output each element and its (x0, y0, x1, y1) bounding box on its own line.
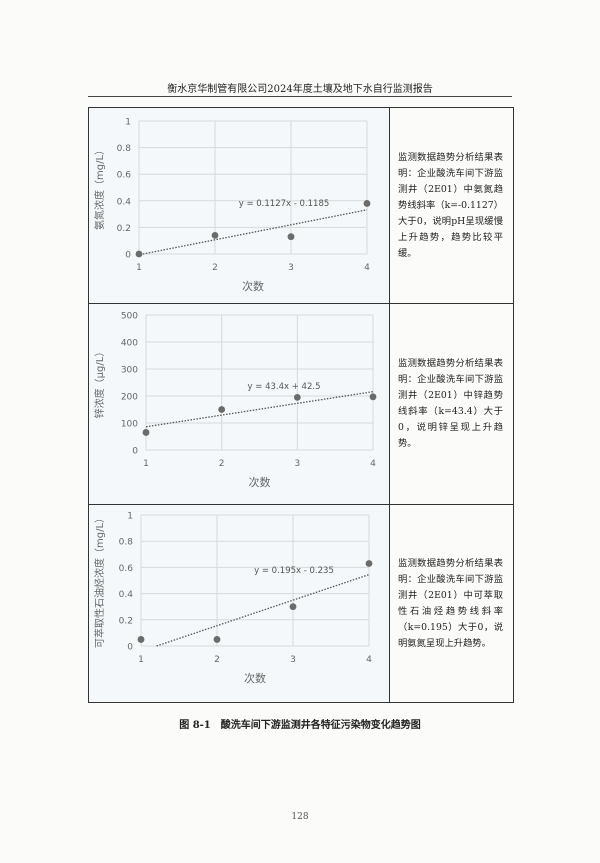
trendline-equation: y = 0.195x - 0.235 (254, 566, 334, 576)
x-axis-label: 次数 (244, 671, 266, 685)
y-tick-label: 0 (125, 251, 131, 261)
x-tick-label: 1 (136, 263, 142, 273)
x-tick-label: 3 (290, 655, 296, 665)
x-tick-label: 1 (143, 459, 149, 469)
header-divider (88, 96, 512, 97)
y-tick-label: 0.6 (119, 564, 134, 574)
y-tick-label: 1 (127, 512, 133, 522)
x-tick-label: 4 (370, 459, 376, 469)
trendline (156, 573, 370, 647)
analysis-text: 监测数据趋势分析结果表明：企业酸洗车间下游监测井（2E01）中锌趋势线斜率（k=… (398, 358, 503, 449)
trend-table: 0 0.2 0.4 0.6 0.8 1 1 2 3 4 y = 0.1127x - 0.1185 次数… (88, 107, 514, 703)
trendline-equation: y = 0.1127x - 0.1185 (239, 199, 330, 209)
ammonia-trend-chart: 0 0.2 0.4 0.6 0.8 1 1 2 3 4 y = 0.1127x - 0.1185 次数… (93, 118, 371, 293)
y-tick-label: 400 (121, 339, 138, 349)
analysis-text: 监测数据趋势分析结果表明：企业酸洗车间下游监测井（2E01）中可萃取性石油烃趋势… (398, 557, 503, 649)
x-tick-label: 4 (366, 655, 372, 665)
data-point (365, 560, 373, 567)
x-tick-label: 2 (214, 655, 220, 665)
table-row: 0 0.2 0.4 0.6 0.8 1 1 2 3 4 y = 0.195x - 0.235 次数 可萃… (89, 505, 513, 702)
trendline (142, 209, 368, 255)
data-point (211, 231, 219, 239)
y-axis-label: 氨氮浓度（mg/L） (93, 145, 106, 230)
x-tick-label: 4 (364, 263, 370, 273)
data-point (218, 406, 226, 413)
page-header: 衡水京华制管有限公司2024年度土壤及地下水自行监测报告 (167, 84, 433, 95)
y-tick-label: 500 (121, 312, 138, 322)
analysis-cell: 监测数据趋势分析结果表明：企业酸洗车间下游监测井（2E01）中氨氮趋势线斜率（k… (390, 108, 513, 303)
y-tick-label: 0.2 (117, 224, 131, 234)
chart-cell: 0 0.2 0.4 0.6 0.8 1 1 2 3 4 y = 0.1127x - 0.1185 次数… (89, 108, 390, 303)
y-tick-label: 0.8 (119, 538, 134, 548)
chart-cell: 0 100 200 300 400 500 1 2 3 4 y = 43.4x + 42.5 次数 锌浓… (89, 304, 390, 504)
chart-cell: 0 0.2 0.4 0.6 0.8 1 1 2 3 4 y = 0.195x - 0.235 次数 可萃… (89, 505, 390, 702)
x-axis-label: 次数 (249, 475, 271, 489)
y-tick-label: 1 (125, 118, 131, 128)
y-tick-label: 0.6 (117, 171, 132, 181)
y-tick-label: 0 (132, 447, 138, 457)
y-tick-label: 0.2 (119, 616, 133, 626)
data-point (363, 200, 371, 207)
y-tick-label: 0.4 (117, 197, 132, 207)
analysis-text: 监测数据趋势分析结果表明：企业酸洗车间下游监测井（2E01）中氨氮趋势线斜率（k… (398, 151, 503, 259)
trendline (145, 391, 374, 428)
x-axis-label: 次数 (242, 279, 264, 293)
x-tick-label: 2 (212, 263, 218, 273)
table-row: 0 0.2 0.4 0.6 0.8 1 1 2 3 4 y = 0.1127x - 0.1185 次数… (89, 108, 513, 304)
y-tick-label: 0.8 (117, 144, 132, 154)
petroleum-trend-chart: 0 0.2 0.4 0.6 0.8 1 1 2 3 4 y = 0.195x - 0.235 次数 可萃… (93, 512, 373, 685)
data-point (135, 250, 143, 258)
data-point (289, 603, 297, 611)
y-tick-label: 200 (121, 393, 138, 403)
analysis-cell: 监测数据趋势分析结果表明：企业酸洗车间下游监测井（2E01）中锌趋势线斜率（k=… (390, 304, 513, 504)
y-axis-label: 锌浓度（μg/L） (93, 347, 106, 419)
data-point (213, 636, 221, 643)
x-tick-label: 3 (288, 263, 294, 273)
figure-caption: 图 8-1 酸洗车间下游监测井各特征污染物变化趋势图 (179, 720, 421, 731)
zinc-trend-chart: 0 100 200 300 400 500 1 2 3 4 y = 43.4x + 42.5 次数 锌浓… (93, 312, 377, 489)
table-row: 0 100 200 300 400 500 1 2 3 4 y = 43.4x + 42.5 次数 锌浓… (89, 304, 513, 505)
data-point (287, 233, 295, 241)
y-axis-label: 可萃取性石油烃浓度（mg/L） (93, 513, 106, 648)
data-point (369, 393, 377, 401)
y-tick-label: 0.4 (119, 590, 134, 600)
x-tick-label: 2 (219, 459, 225, 469)
y-tick-label: 0 (127, 643, 133, 653)
data-point (137, 636, 145, 643)
y-tick-label: 300 (121, 366, 138, 376)
analysis-cell: 监测数据趋势分析结果表明：企业酸洗车间下游监测井（2E01）中可萃取性石油烃趋势… (390, 505, 513, 702)
trendline-equation: y = 43.4x + 42.5 (248, 382, 321, 392)
page-number: 128 (291, 812, 309, 822)
x-tick-label: 1 (138, 655, 144, 665)
data-point (142, 429, 150, 436)
x-tick-label: 3 (294, 459, 300, 469)
data-point (293, 393, 301, 401)
y-tick-label: 100 (121, 420, 138, 430)
